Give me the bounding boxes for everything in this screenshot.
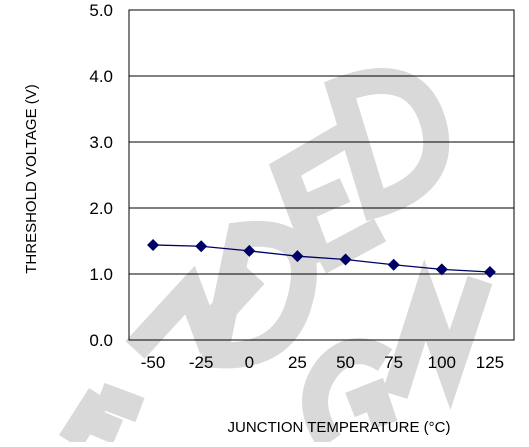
plot-area <box>128 9 515 341</box>
y-axis-title: THRESHOLD VOLTAGE (V) <box>23 84 40 273</box>
watermark-graphic <box>59 68 493 447</box>
y-tick-label: 5.0 <box>89 1 113 20</box>
y-tick-label: 1.0 <box>89 265 113 284</box>
data-point <box>435 263 448 276</box>
x-tick-label: 125 <box>476 353 504 372</box>
data-point <box>387 258 400 271</box>
gridlines <box>129 75 514 275</box>
watermark-letter-d2 <box>324 68 450 222</box>
y-tick-label: 3.0 <box>89 133 113 152</box>
series-line <box>153 244 490 273</box>
y-tick-label: 0.0 <box>89 331 113 350</box>
x-axis-title: JUNCTION TEMPERATURE (°C) <box>228 419 451 436</box>
data-point <box>243 244 256 257</box>
data-point <box>195 240 208 253</box>
data-point <box>483 266 496 279</box>
x-tick-label: 25 <box>288 353 307 372</box>
y-tick-label: 2.0 <box>89 199 113 218</box>
watermark-letter-d <box>199 220 317 369</box>
x-tick-label: -50 <box>141 353 166 372</box>
x-axis-tick-labels: -50 -25 0 25 50 75 100 125 <box>141 353 504 372</box>
x-tick-label: 0 <box>245 353 254 372</box>
data-point <box>147 238 160 251</box>
x-tick-label: 75 <box>384 353 403 372</box>
x-tick-label: 50 <box>336 353 355 372</box>
x-tick-label: -25 <box>189 353 214 372</box>
data-point <box>339 253 352 266</box>
y-axis-tick-labels: 0.0 1.0 2.0 3.0 4.0 5.0 <box>89 1 113 350</box>
watermark-letter-n2 <box>382 259 493 410</box>
watermark-letter-e2 <box>268 123 387 274</box>
x-tick-label: 100 <box>428 353 456 372</box>
series-layer <box>147 238 496 279</box>
data-point <box>291 250 304 263</box>
y-tick-label: 4.0 <box>89 67 113 86</box>
watermark-letter-e <box>59 382 145 447</box>
watermark-letter-g <box>302 338 398 447</box>
